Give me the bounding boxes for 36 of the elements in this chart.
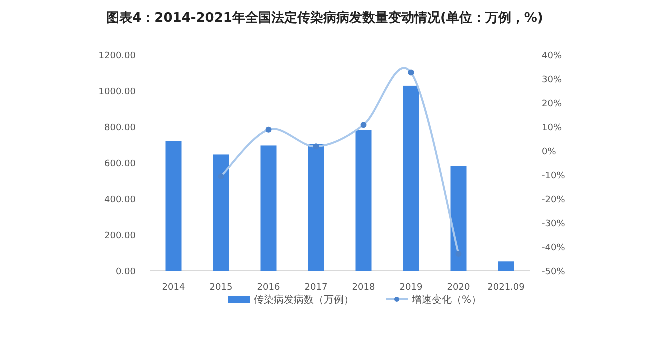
y-tick-label: 600.00 bbox=[104, 160, 136, 170]
bar bbox=[498, 262, 514, 271]
x-tick-label: 2014 bbox=[162, 283, 186, 293]
x-tick-label: 2015 bbox=[210, 283, 233, 293]
y2-tick-label: -50% bbox=[542, 268, 566, 278]
y2-tick-label: -20% bbox=[542, 196, 566, 206]
bar bbox=[308, 144, 324, 271]
y2-tick-label: 10% bbox=[542, 124, 562, 134]
y-tick-label: 0.00 bbox=[116, 268, 136, 278]
bar bbox=[450, 166, 467, 271]
legend-label: 增速变化（%） bbox=[411, 294, 482, 306]
legend-label: 传染病发病数（万例） bbox=[254, 294, 354, 306]
y-tick-label: 400.00 bbox=[104, 196, 136, 206]
y-tick-label: 800.00 bbox=[104, 124, 136, 134]
x-tick-label: 2018 bbox=[352, 283, 376, 293]
y2-tick-label: 0% bbox=[542, 148, 557, 158]
y2-tick-label: -30% bbox=[542, 220, 566, 230]
x-tick-label: 2016 bbox=[257, 283, 280, 293]
y2-tick-label: 20% bbox=[542, 100, 562, 110]
x-tick-label: 2017 bbox=[304, 283, 328, 293]
bar bbox=[166, 141, 182, 271]
x-tick-label: 2021.09 bbox=[488, 283, 526, 293]
y-tick-label: 1200.00 bbox=[98, 52, 136, 62]
chart-title: 图表4：2014-2021年全国法定传染病病发数量变动情况(单位：万例，%) bbox=[106, 10, 544, 26]
y2-tick-label: -10% bbox=[542, 172, 566, 182]
y2-tick-label: -40% bbox=[542, 244, 566, 254]
y-tick-label: 200.00 bbox=[104, 232, 136, 242]
y-tick-label: 1000.00 bbox=[98, 88, 136, 98]
bar bbox=[213, 154, 230, 271]
x-tick-label: 2020 bbox=[447, 283, 470, 293]
bar bbox=[403, 86, 420, 271]
x-tick-label: 2019 bbox=[400, 283, 423, 293]
bar bbox=[260, 146, 277, 271]
y2-tick-label: 40% bbox=[542, 52, 562, 62]
y2-tick-label: 30% bbox=[542, 76, 562, 86]
bar bbox=[356, 130, 372, 271]
